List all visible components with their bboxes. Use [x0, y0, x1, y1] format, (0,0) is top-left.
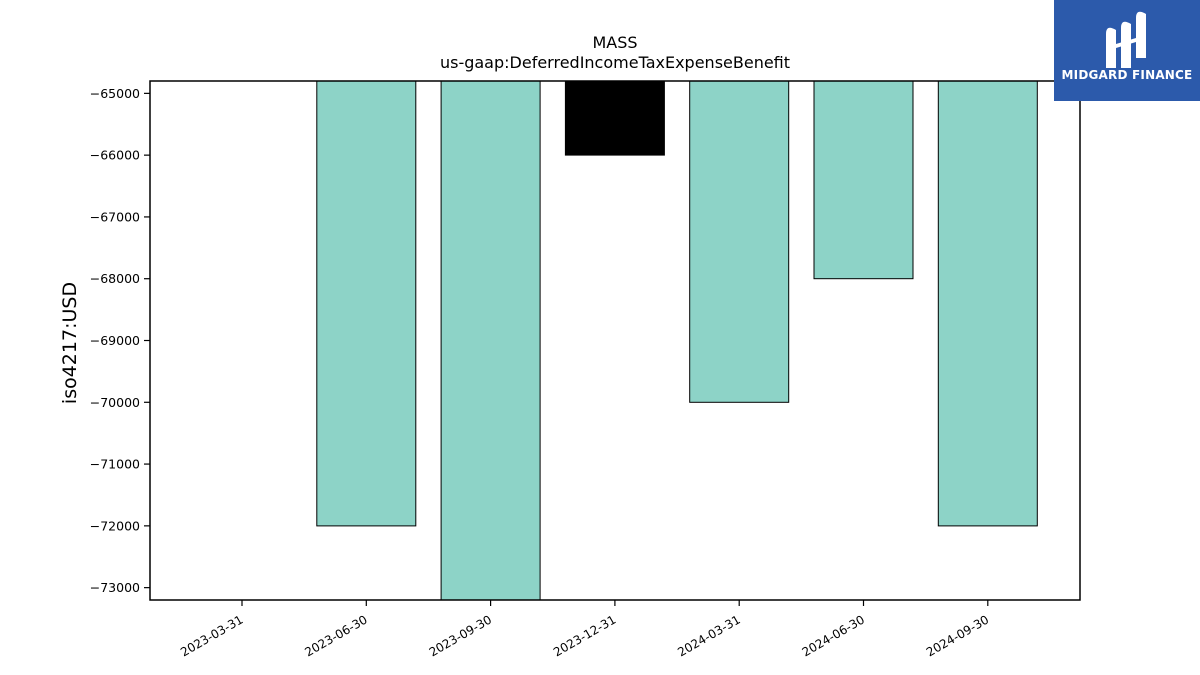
bar-2024-09-30 [937, 80, 1038, 527]
x-tick-label: 2023-03-31 [178, 612, 245, 659]
x-tick-label: 2023-12-31 [551, 612, 618, 659]
x-tick-label: 2024-06-30 [800, 612, 867, 659]
logo-mark-icon [1106, 11, 1146, 68]
x-tick-label: 2023-09-30 [427, 612, 494, 659]
y-tick-label: −70000 [90, 395, 140, 410]
axes-layer: −65000 −66000 −67000 −68000 −69000 −70000 −710… [90, 80, 1081, 659]
x-tick-label: 2024-09-30 [924, 612, 991, 659]
x-tick-label: 2023-06-30 [302, 612, 369, 659]
brand-name: MIDGARD FINANCE [1061, 68, 1193, 82]
brand-logo: MIDGARD FINANCE [1054, 0, 1200, 101]
x-tick-label: 2024-03-31 [675, 612, 742, 659]
y-tick-label: −69000 [90, 333, 140, 348]
bar-2023-06-30 [316, 80, 417, 527]
chart-subtitle: us-gaap:DeferredIncomeTaxExpenseBenefit [440, 53, 790, 72]
bars-layer [316, 80, 1038, 601]
y-tick-label: −68000 [90, 271, 140, 286]
y-tick-label: −73000 [90, 580, 140, 595]
y-tick-label: −71000 [90, 457, 140, 472]
bar-2024-03-31 [689, 80, 790, 403]
y-tick-label: −72000 [90, 518, 140, 533]
y-tick-label: −67000 [90, 209, 140, 224]
bar-2023-09-30 [440, 80, 541, 601]
bar-2023-12-31 [564, 80, 665, 156]
bar-2024-06-30 [813, 80, 914, 280]
y-axis-label: iso4217:USD [59, 282, 81, 404]
y-tick-label: −65000 [90, 86, 140, 101]
chart-title: MASS [592, 33, 637, 52]
y-tick-label: −66000 [90, 148, 140, 163]
